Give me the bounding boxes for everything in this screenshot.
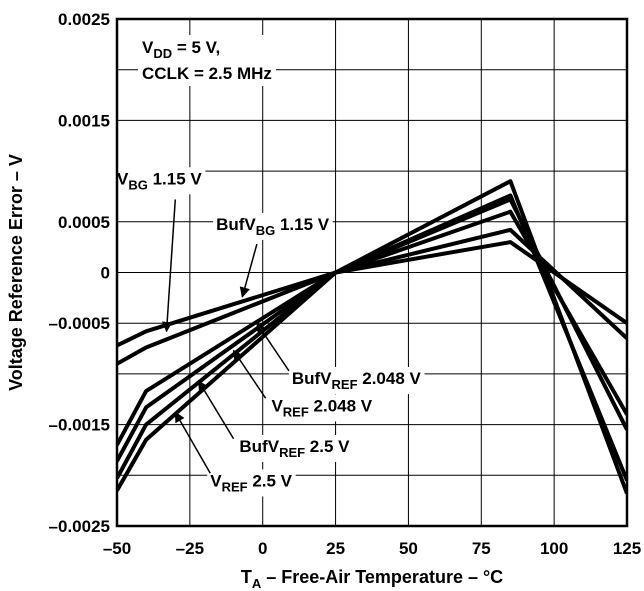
annotation-arrows	[161, 199, 290, 474]
series-label-5: BufVREF 2.5 V	[239, 437, 350, 460]
annotation-backgrounds	[114, 167, 425, 497]
series-layer	[117, 179, 627, 495]
y-tick-label: –0.0015	[49, 416, 110, 435]
series-annotations: VBG 1.15 V BufVBG 1.15 V BufVREF 2.048 V VR…	[117, 169, 422, 494]
series-label-background	[114, 167, 206, 195]
y-tick-label: 0	[101, 264, 110, 283]
x-tick-label: 50	[399, 539, 418, 558]
x-tick-label: –50	[103, 539, 131, 558]
series-label-background	[236, 434, 354, 462]
y-tick-label: 0.0005	[58, 213, 110, 232]
series-label-background	[268, 394, 376, 422]
series-label-4: VREF 2.048 V	[271, 396, 372, 419]
series-label-background	[207, 469, 296, 497]
y-tick-label: –0.0005	[49, 314, 110, 333]
series-label-arrow	[174, 411, 211, 474]
series-label-arrow	[256, 322, 290, 372]
y-tick-label: 0.0025	[58, 10, 110, 29]
y-tick-labels: 0.0025 0.0015 0.0005 0 –0.0005 –0.0015 –0.0025	[49, 10, 110, 536]
series-label-arrow	[232, 349, 267, 399]
series-label-background	[213, 212, 333, 240]
series-label-arrow	[197, 380, 235, 440]
x-tick-labels: –50 –25 0 25 50 75 100 125	[103, 539, 641, 558]
x-tick-label: 100	[540, 539, 568, 558]
y-tick-label: 0.0015	[58, 111, 110, 130]
conditions-background	[138, 35, 276, 86]
x-tick-label: 25	[326, 539, 345, 558]
x-tick-label: –25	[176, 539, 204, 558]
plot-frame	[115, 17, 629, 528]
series-label-2: BufVBG 1.15 V	[216, 215, 330, 238]
series-label-background	[288, 367, 425, 395]
series-label-1: VBG 1.15 V	[117, 169, 202, 192]
series-line-5	[117, 193, 627, 482]
series-label-3: BufVREF 2.048 V	[292, 369, 422, 392]
y-tick-label: –0.0025	[49, 517, 110, 536]
x-tick-label: 0	[258, 539, 267, 558]
series-label-arrow	[161, 199, 177, 333]
grid	[116, 18, 628, 527]
conditions-line-1: VDD = 5 V,	[142, 38, 220, 61]
x-axis-label: TA – Free-Air Temperature – °C	[241, 567, 503, 591]
y-axis-label: Voltage Reference Error – V	[6, 154, 26, 391]
series-label-arrow	[239, 243, 258, 298]
x-tick-label: 75	[472, 539, 491, 558]
series-line-6	[117, 179, 627, 495]
x-tick-label: 125	[613, 539, 641, 558]
series-label-6: VREF 2.5 V	[210, 471, 292, 494]
conditions-line-2: CCLK = 2.5 MHz	[142, 64, 272, 83]
